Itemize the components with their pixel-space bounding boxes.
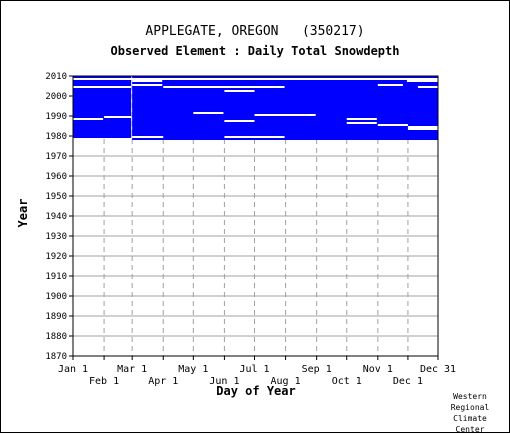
credit-line: Center [455, 425, 485, 434]
x-axis-label: Day of Year [216, 384, 296, 398]
missing-gap-mark [104, 116, 132, 118]
y-tick-label: 1940 [45, 212, 67, 222]
missing-gap-mark [224, 136, 285, 138]
x-tick-label: Nov 1 [363, 364, 393, 375]
missing-gap-mark [193, 112, 224, 114]
chart-title: APPLEGATE, OREGON (350217) [145, 24, 365, 39]
missing-gap-mark [346, 122, 377, 124]
y-tick-label: 1920 [45, 252, 67, 262]
x-tick-label: Apr 1 [148, 376, 178, 387]
chart-subtitle: Observed Element : Daily Total Snowdepth [110, 44, 400, 58]
missing-gap-mark [73, 86, 132, 88]
y-tick-label: 1960 [45, 172, 67, 182]
missing-gap-mark [132, 84, 163, 86]
x-tick-label: May 1 [178, 364, 208, 375]
credit-line: Western [453, 392, 487, 401]
missing-gap-mark [73, 78, 438, 80]
x-tick-label: Sep 1 [302, 364, 332, 375]
x-tick-label: Jan 1 [58, 364, 88, 375]
missing-gap-mark [407, 126, 438, 128]
y-tick-label: 1870 [45, 352, 67, 362]
x-tick-label: Dec 31 [420, 364, 456, 375]
observed-span-bar [73, 76, 132, 138]
y-tick-label: 1990 [45, 112, 67, 122]
missing-gap-mark [407, 128, 438, 130]
y-axis-label: Year [16, 198, 30, 228]
credit-text: Western Regional Climate Center [445, 391, 495, 435]
y-tick-label: 1980 [45, 132, 67, 142]
missing-gap-mark [346, 118, 377, 120]
x-tick-label: Feb 1 [89, 376, 119, 387]
missing-gap-mark [406, 80, 438, 82]
missing-gap-mark [417, 86, 438, 88]
x-tick-label: Aug 1 [271, 376, 301, 387]
y-tick-label: 1930 [45, 232, 67, 242]
missing-gap-mark [224, 90, 255, 92]
missing-gap-mark [163, 86, 285, 88]
x-tick-label: Jun 1 [209, 376, 239, 387]
y-tick-label: 2010 [45, 72, 67, 82]
credit-line: Regional [450, 403, 490, 412]
y-tick-label: 2000 [45, 92, 67, 102]
missing-gap-mark [254, 114, 316, 116]
y-tick-label: 1890 [45, 312, 67, 322]
y-tick-label: 1970 [45, 152, 67, 162]
missing-gap-mark [377, 124, 408, 126]
missing-gap-mark [132, 80, 163, 82]
y-tick-label: 1900 [45, 292, 67, 302]
missing-gap-mark [224, 120, 255, 122]
x-tick-label: Dec 1 [393, 376, 423, 387]
y-tick-label: 1910 [45, 272, 67, 282]
x-tick-label: Mar 1 [117, 364, 147, 375]
missing-gap-mark [377, 84, 403, 86]
x-tick-label: Oct 1 [332, 376, 362, 387]
missing-gap-mark [73, 118, 104, 120]
y-tick-label: 1880 [45, 332, 67, 342]
y-tick-label: 1950 [45, 192, 67, 202]
x-tick-label: Jul 1 [239, 364, 269, 375]
credit-line: Climate [453, 414, 487, 423]
missing-gap-mark [132, 136, 164, 138]
